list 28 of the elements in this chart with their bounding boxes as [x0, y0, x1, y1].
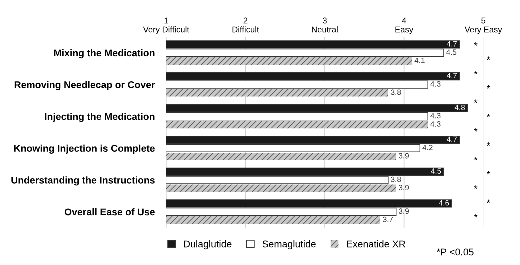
text: *: [486, 171, 490, 175]
annotation: *: [474, 214, 478, 218]
y-tick-label: Knowing Injection is Complete: [14, 144, 155, 154]
text: *: [486, 200, 490, 204]
annotation: *: [474, 186, 478, 189]
y-tick-label: Understanding the Instructions: [12, 176, 155, 186]
y-tick-label: Injecting the Medication: [45, 113, 155, 122]
legend-label: Dulaglutide: [184, 240, 232, 250]
text: *P <0.05: [436, 248, 474, 256]
annotation: *: [474, 128, 478, 132]
text: *: [486, 56, 490, 60]
legend-label: Semaglutide: [262, 240, 316, 250]
text: *: [486, 142, 490, 146]
x-tick-label: 1 Very Difficult: [143, 18, 190, 34]
text: *: [486, 85, 490, 89]
annotation: *: [474, 100, 478, 104]
x-tick-label: 4 Easy: [396, 18, 414, 34]
x-tick-label: 2 Difficult: [232, 18, 260, 33]
annotation: *: [474, 42, 478, 46]
text: *: [486, 114, 490, 118]
y-tick-label: Removing Needlecap or Cover: [14, 81, 156, 90]
annotation: *: [474, 156, 478, 160]
legend-label: Exenatide XR: [347, 240, 406, 248]
x-tick-label: 5 Very Easy: [464, 18, 502, 34]
annotation: *: [474, 71, 478, 74]
y-tick-label: Overall Ease of Use: [64, 208, 155, 216]
x-tick-label: 3 Neutral: [312, 18, 338, 33]
y-tick-label: Mixing the Medication: [54, 49, 155, 59]
